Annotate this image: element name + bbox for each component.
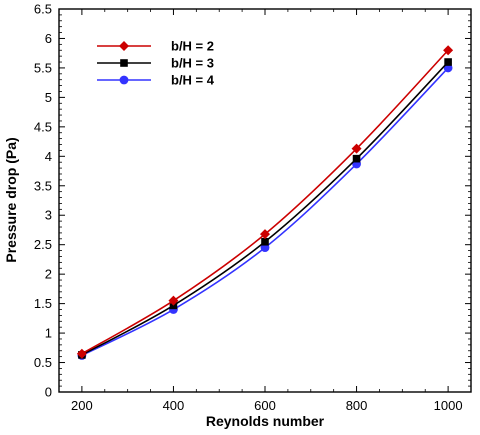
x-tick-label: 600 <box>254 398 276 413</box>
series-2 <box>78 58 452 359</box>
y-tick-label: 4.5 <box>34 119 52 134</box>
y-tick-label: 2 <box>45 267 52 282</box>
series-layer <box>76 45 454 360</box>
legend-marker <box>120 59 128 67</box>
legend-item: b/H = 3 <box>97 56 214 71</box>
x-axis-ticks: 200 400 600 800 1000 <box>58 9 472 413</box>
data-point <box>443 45 454 56</box>
y-tick-label: 6.5 <box>34 2 52 17</box>
legend-marker <box>119 41 129 51</box>
y-axis-title: Pressure drop (Pa) <box>3 137 19 262</box>
y-tick-label: 0.5 <box>34 355 52 370</box>
series-1 <box>76 45 454 359</box>
y-tick-label: 5 <box>45 90 52 105</box>
x-tick-label: 1000 <box>434 398 463 413</box>
data-point <box>261 237 269 246</box>
y-tick-label: 6 <box>45 31 52 46</box>
y-tick-label: 0 <box>45 385 52 400</box>
series-line <box>81 49 449 355</box>
y-tick-label: 1.5 <box>34 296 52 311</box>
data-point <box>168 295 179 306</box>
legend-label: b/H = 2 <box>171 39 214 54</box>
x-tick-label: 200 <box>71 398 93 413</box>
data-point <box>444 58 452 66</box>
legend-label: b/H = 3 <box>171 56 214 71</box>
legend-item: b/H = 4 <box>97 73 215 88</box>
y-tick-label: 4 <box>45 149 52 164</box>
x-axis-title: Reynolds number <box>206 413 325 429</box>
y-tick-label: 2.5 <box>34 237 52 252</box>
data-point <box>76 348 87 359</box>
y-tick-label: 5.5 <box>34 60 52 75</box>
legend-label: b/H = 4 <box>171 73 215 88</box>
legend: b/H = 2 b/H = 3 b/H = 4 <box>97 39 215 88</box>
x-tick-label: 800 <box>346 398 368 413</box>
y-tick-label: 3 <box>45 208 52 223</box>
data-point <box>352 154 361 163</box>
series-line <box>81 61 449 356</box>
y-tick-label: 3.5 <box>34 178 52 193</box>
data-point <box>351 143 362 154</box>
legend-item: b/H = 2 <box>97 39 214 54</box>
legend-marker <box>119 75 129 85</box>
y-tick-label: 1 <box>45 326 52 341</box>
data-point <box>260 229 270 240</box>
x-tick-label: 400 <box>163 398 185 413</box>
y-axis-ticks: 0 0.5 1 1.5 2 2.5 3 3.5 4 4.5 5 5.5 6 6.5 <box>34 2 471 400</box>
